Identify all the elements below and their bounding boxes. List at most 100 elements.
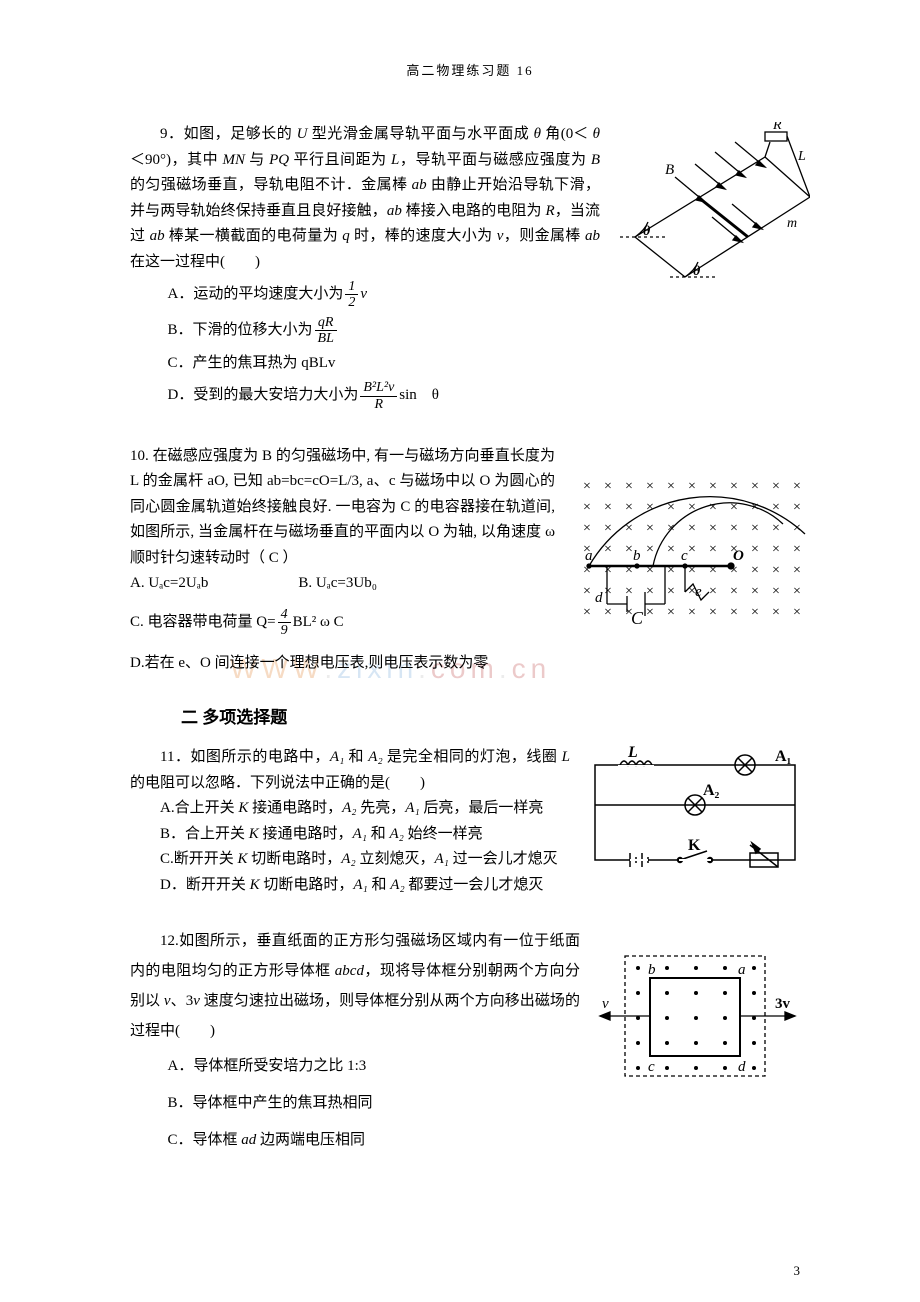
page-header: 高二物理练习题 16 [130,60,810,82]
svg-text:a: a [738,962,746,978]
svg-text:×: × [730,605,738,620]
svg-text:×: × [793,479,801,494]
svg-text:×: × [772,542,780,557]
question-10: × × × × × × × × × × × × × × × × × × × × × × × × × × × × × × × × × × × × × × × ×… [130,444,810,676]
svg-text:×: × [625,479,633,494]
q10-option-b: B. Uₐc=3Ub₀ [298,571,377,597]
svg-text:×: × [730,479,738,494]
svg-text:θ: θ [693,264,701,279]
svg-text:×: × [751,584,759,599]
svg-text:c: c [648,1059,655,1075]
q9-figure: B R L m θ θ [610,122,810,282]
svg-text:e: e [695,584,702,600]
q10-option-d: D.若在 e、O 间连接一个理想电压表,则电压表示数为零 [130,651,810,677]
svg-text:×: × [751,563,759,578]
svg-text:×: × [667,605,675,620]
svg-text:×: × [646,584,654,599]
svg-text:×: × [772,605,780,620]
svg-text:×: × [625,542,633,557]
svg-text:×: × [751,542,759,557]
q11-option-d: D．断开开关 K 切断电路时，A₁ 和 A₂ 都要过一会儿才熄灭 [130,873,810,899]
svg-text:×: × [646,479,654,494]
svg-text:×: × [625,584,633,599]
svg-text:×: × [751,521,759,536]
svg-text:×: × [583,521,591,536]
svg-text:×: × [793,563,801,578]
svg-text:×: × [772,584,780,599]
page-number: 3 [794,1260,801,1282]
svg-text:d: d [595,590,603,606]
svg-text:×: × [772,521,780,536]
q12-option-c: C．导体框 ad 边两端电压相同 [168,1124,811,1157]
svg-text:C: C [631,608,644,628]
svg-text:×: × [688,605,696,620]
svg-text:×: × [646,500,654,515]
svg-text:×: × [667,542,675,557]
svg-text:θ: θ [643,224,651,239]
svg-text:×: × [709,500,717,515]
q9-option-d: D．受到的最大安培力大小为 B²L²vR sin θ [168,380,811,412]
q12-figure: b a c d v 3v [590,946,810,1086]
svg-text:R: R [772,122,782,133]
svg-text:×: × [688,521,696,536]
svg-text:3v: 3v [775,996,791,1012]
section-2-title: 二 多项选择题 [181,704,810,733]
svg-text:×: × [730,584,738,599]
svg-text:×: × [583,605,591,620]
svg-text:×: × [604,521,612,536]
svg-text:L: L [797,149,806,164]
svg-text:×: × [709,479,717,494]
svg-text:×: × [772,563,780,578]
q9-option-b: B．下滑的位移大小为 qRBL [168,315,811,347]
svg-text:m: m [787,216,797,231]
svg-text:×: × [751,479,759,494]
q10-option-a: A. Uₐc=2Uₐb [130,571,208,597]
svg-text:×: × [625,521,633,536]
svg-text:×: × [604,605,612,620]
svg-text:×: × [688,479,696,494]
svg-text:×: × [646,605,654,620]
svg-text:×: × [772,479,780,494]
svg-text:×: × [751,605,759,620]
svg-text:A₁: A₁ [775,748,792,765]
svg-text:×: × [793,500,801,515]
svg-text:a: a [585,548,593,564]
svg-text:×: × [709,605,717,620]
svg-text:×: × [667,479,675,494]
question-9: B R L m θ θ 9．如图，足够长的 U 型光滑金属导轨平面与水平面成 θ… [130,122,810,416]
svg-text:×: × [709,542,717,557]
svg-text:c: c [681,548,688,564]
svg-text:d: d [738,1059,746,1075]
svg-text:v: v [602,996,609,1012]
svg-text:×: × [793,542,801,557]
svg-text:×: × [793,605,801,620]
q9-option-a: A．运动的平均速度大小为 12 v [168,279,601,311]
svg-text:b: b [633,548,641,564]
svg-text:×: × [604,584,612,599]
svg-text:×: × [583,584,591,599]
q12-option-b: B．导体框中产生的焦耳热相同 [168,1087,811,1120]
svg-text:×: × [646,521,654,536]
svg-text:K: K [688,837,701,854]
q10-figure: × × × × × × × × × × × × × × × × × × × × × × × × × × × × × × × × × × × × × × × ×… [565,474,810,629]
svg-text:×: × [793,584,801,599]
svg-text:×: × [709,521,717,536]
svg-text:×: × [709,584,717,599]
svg-text:×: × [583,500,591,515]
question-11: L A₁ A₂ K 11．如图所示的电路中，A₁ 和 A₂ 是完全相同的灯泡，线… [130,745,810,898]
svg-text:A₂: A₂ [703,782,720,799]
svg-text:×: × [667,584,675,599]
svg-text:×: × [646,542,654,557]
svg-text:b: b [648,962,656,978]
svg-text:B: B [665,162,674,178]
q9-option-c: C．产生的焦耳热为 qBLv [168,351,811,377]
q11-figure: L A₁ A₂ K [580,745,810,875]
svg-text:L: L [627,745,638,761]
svg-text:×: × [583,479,591,494]
svg-text:O: O [733,548,744,564]
svg-text:×: × [604,479,612,494]
svg-text:×: × [625,500,633,515]
question-12: b a c d v 3v 12.如图所示，垂直纸面的正方形匀强磁场区域内有一位于… [130,926,810,1161]
svg-text:×: × [604,500,612,515]
svg-text:×: × [730,521,738,536]
